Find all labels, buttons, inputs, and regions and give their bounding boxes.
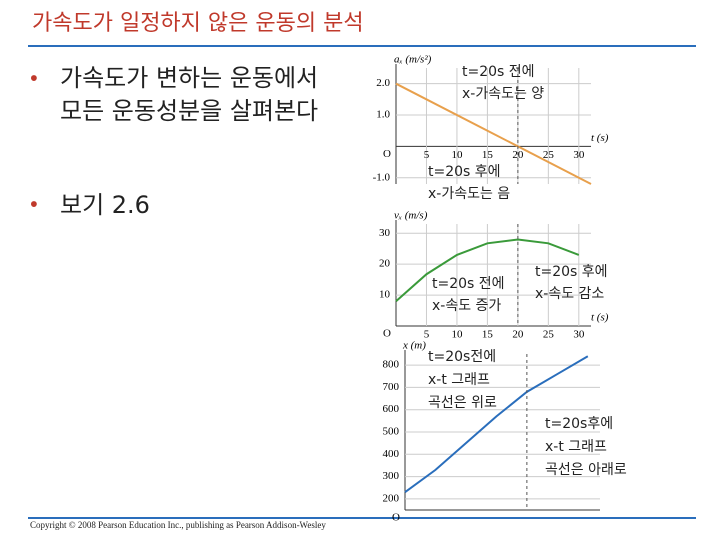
x-tick-label: 25 [543, 329, 555, 341]
origin-label: O [383, 148, 391, 160]
bullet: 가속도가 변하는 운동에서 모든 운동성분을 살펴본다 [60, 64, 319, 125]
x-tick-label: 10 [451, 149, 463, 161]
y-tick-label: 20 [379, 258, 391, 270]
annotation: t=20s 전에 [432, 276, 505, 292]
y-tick-label: 300 [383, 470, 400, 482]
annotation: x-가속도는 양 [462, 86, 544, 102]
x-tick-label: 30 [573, 149, 585, 161]
annotation: t=20s 후에 [535, 264, 608, 280]
series-line [395, 82, 592, 185]
y-axis-label: x (m) [402, 340, 426, 352]
x-tick-label: 30 [573, 329, 585, 341]
y-tick-label: 800 [383, 359, 400, 371]
y-axis-label: vₓ (m/s) [394, 210, 428, 222]
series-line [404, 355, 589, 493]
x-tick-label: 15 [482, 329, 494, 341]
x-axis-label: t (s) [591, 132, 609, 144]
y-tick-label: 1.0 [376, 109, 390, 121]
footer: Copyright © 2008 Pearson Education Inc.,… [30, 520, 326, 530]
x-axis-label: t (s) [591, 312, 609, 324]
annotation: x-가속도는 음 [428, 186, 510, 202]
x-tick-label: 15 [482, 149, 494, 161]
x-tick-label: 5 [424, 149, 430, 161]
y-tick-label: 600 [383, 403, 400, 415]
annotation: 곡선은 위로 [428, 395, 497, 411]
bullet-dot: • [28, 67, 40, 91]
y-tick-label: 30 [379, 227, 391, 239]
y-tick-label: 700 [383, 381, 400, 393]
x-tick-label: 10 [451, 329, 463, 341]
x-tick-label: 20 [512, 329, 524, 341]
origin-label: O [383, 328, 391, 340]
y-tick-label: 400 [383, 448, 400, 460]
annotation: t=20s 전에 [462, 64, 535, 80]
y-tick-label: 500 [383, 426, 400, 438]
x-tick-label: 5 [424, 329, 430, 341]
y-tick-label: 10 [379, 289, 391, 301]
annotation: 곡선은 아래로 [545, 462, 627, 478]
y-tick-label: 2.0 [376, 77, 390, 89]
bullet: 보기 2.6 [60, 191, 150, 219]
annotation: t=20s전에 [428, 349, 496, 365]
y-tick-label: -1.0 [373, 171, 391, 183]
x-tick-label: 25 [543, 149, 555, 161]
annotation: x-t 그래프 [428, 372, 490, 388]
y-axis-label: aₓ (m/s²) [394, 54, 432, 66]
annotation: t=20s후에 [545, 416, 613, 432]
bullet-dot: • [28, 193, 40, 217]
bullet-box: 가속도가 변하는 운동에서 모든 운동성분을 살펴본다 [60, 64, 319, 125]
annotation: x-t 그래프 [545, 439, 607, 455]
annotation: x-속도 증가 [432, 298, 501, 314]
origin-label: O [392, 512, 400, 524]
annotation: t=20s 후에 [428, 164, 501, 180]
series-line [395, 238, 580, 303]
annotation: x-속도 감소 [535, 286, 604, 302]
y-tick-label: 200 [383, 492, 400, 504]
slide-title: 가속도가 일정하지 않은 운동의 분석 [32, 11, 364, 36]
